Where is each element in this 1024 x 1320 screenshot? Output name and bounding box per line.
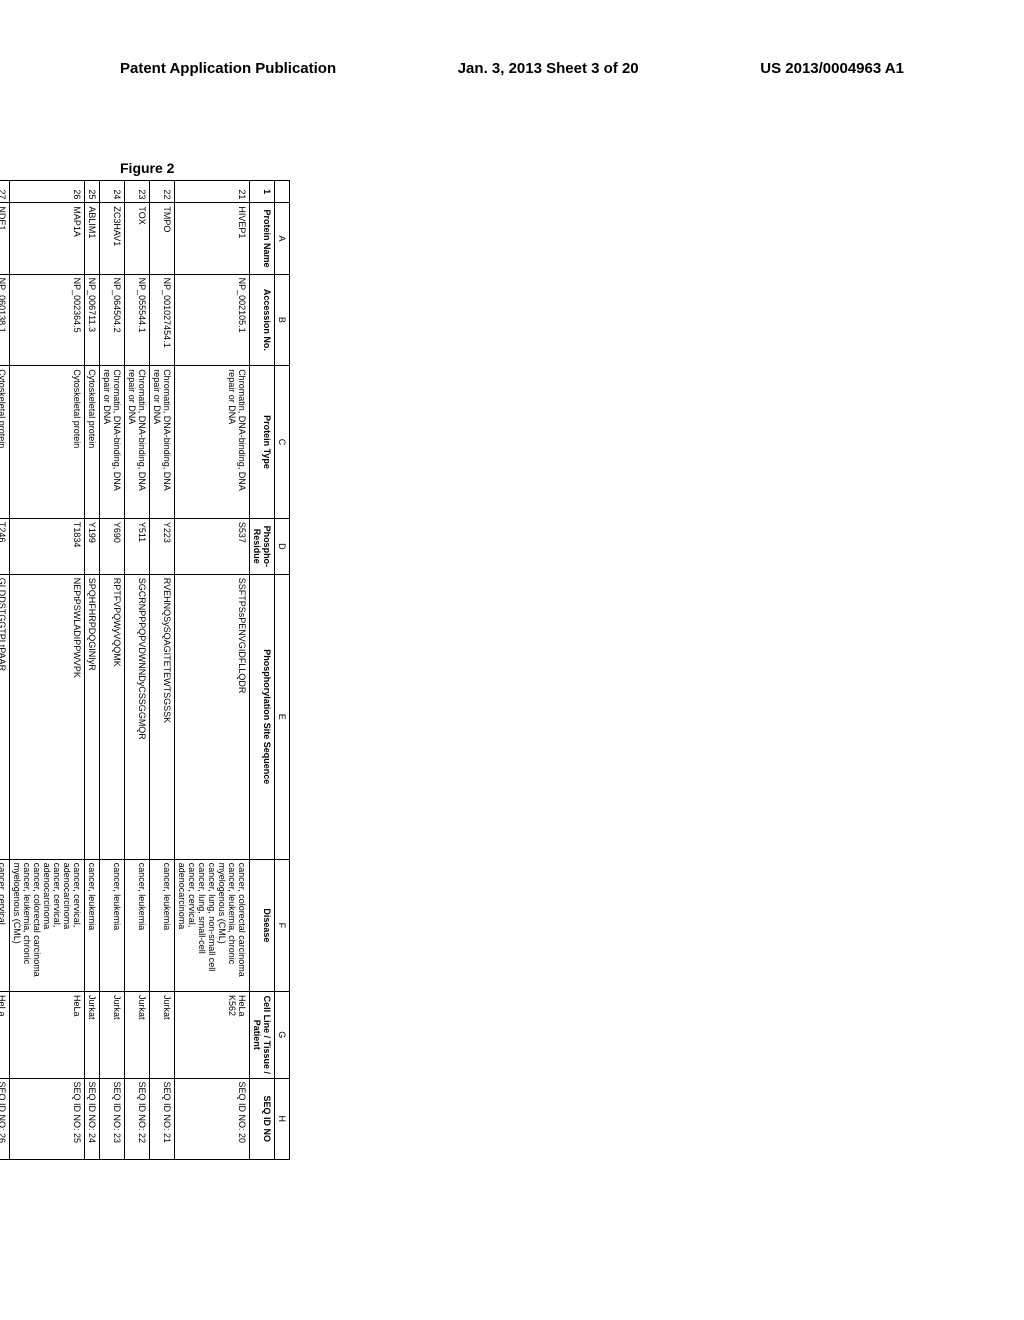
table-cell: Y223 — [150, 518, 175, 574]
table-cell: TOX — [125, 203, 150, 274]
table-cell: SEQ ID NO: 25 — [10, 1078, 85, 1159]
table-cell: Jurkat — [125, 992, 150, 1079]
column-letter-row: A B C D E F G H — [275, 181, 290, 1160]
table-cell: NEPtPSWLADIPPWVPK — [10, 574, 85, 859]
header-right: US 2013/0004963 A1 — [760, 60, 904, 77]
table-row: 27NDE1NP_060138.1Cytoskeletal proteinT24… — [0, 181, 10, 1160]
page-header: Patent Application Publication Jan. 3, 2… — [0, 0, 1024, 87]
table-cell: 21 — [175, 181, 250, 203]
table-cell: cancer, cervical, adenocarcinoma — [0, 859, 10, 991]
table-cell: 24 — [100, 181, 125, 203]
table-cell: 22 — [150, 181, 175, 203]
table-cell: SSFTPSsPENVGIDFLLQDR — [175, 574, 250, 859]
header-cell: Protein Type — [250, 366, 275, 519]
col-letter: G — [275, 992, 290, 1079]
header-left: Patent Application Publication — [120, 60, 336, 77]
table-cell: cancer, colorectal carcinoma cancer, leu… — [175, 859, 250, 991]
table-cell: ZC3HAV1 — [100, 203, 125, 274]
table-cell: SGCRNPPPQPVDWNNDyCSSGGMQR — [125, 574, 150, 859]
header-cell: Accession No. — [250, 274, 275, 366]
table-cell: NP_001027454.1 — [150, 274, 175, 366]
table-row: 24ZC3HAV1NP_064504.2Chromatin, DNA-bindi… — [100, 181, 125, 1160]
table-cell: SEQ ID NO: 26 — [0, 1078, 10, 1159]
table-cell: NDE1 — [0, 203, 10, 274]
table-cell: cancer, leukemia — [150, 859, 175, 991]
table-row: 23TOXNP_055544.1Chromatin, DNA-binding, … — [125, 181, 150, 1160]
figure-label: Figure 2 — [120, 160, 174, 176]
table-cell: SEQ ID NO: 22 — [125, 1078, 150, 1159]
table-cell: cancer, leukemia — [125, 859, 150, 991]
table-cell: SPQHFHRPDQGINIyR — [85, 574, 100, 859]
table-cell: T1834 — [10, 518, 85, 574]
table-cell: NP_002105.1 — [175, 274, 250, 366]
table-cell: NP_055544.1 — [125, 274, 150, 366]
table-cell: Chromatin, DNA-binding, DNA repair or DN… — [150, 366, 175, 519]
table-cell: SEQ ID NO: 21 — [150, 1078, 175, 1159]
table-cell: cancer, cervical, adenocarcinoma cancer,… — [10, 859, 85, 991]
table-cell: 27 — [0, 181, 10, 203]
table-cell: S537 — [175, 518, 250, 574]
table-cell: NP_006711.3 — [85, 274, 100, 366]
table-cell: 26 — [10, 181, 85, 203]
header-cell: Phospho-Residue — [250, 518, 275, 574]
header-cell: SEQ ID NO — [250, 1078, 275, 1159]
col-letter: B — [275, 274, 290, 366]
table-cell: RVEHNQSySQAGITETEWTSGSSK — [150, 574, 175, 859]
table-cell: TMPO — [150, 203, 175, 274]
table-cell: SEQ ID NO: 23 — [100, 1078, 125, 1159]
table-cell: Jurkat — [150, 992, 175, 1079]
header-cell: Disease — [250, 859, 275, 991]
table-cell: ABLIM1 — [85, 203, 100, 274]
header-cell: Protein Name — [250, 203, 275, 274]
table-cell: cancer, leukemia — [100, 859, 125, 991]
table-cell: SEQ ID NO: 24 — [85, 1078, 100, 1159]
col-letter: E — [275, 574, 290, 859]
table-cell: MAP1A — [10, 203, 85, 274]
table-row: 25ABLIM1NP_006711.3Cytoskeletal proteinY… — [85, 181, 100, 1160]
header-cell: Cell Line / Tissue / Patient — [250, 992, 275, 1079]
table-row: 26MAP1ANP_002364.5Cytoskeletal proteinT1… — [10, 181, 85, 1160]
table-cell: Chromatin, DNA-binding, DNA repair or DN… — [125, 366, 150, 519]
table-cell: Cytoskeletal protein — [85, 366, 100, 519]
col-letter: D — [275, 518, 290, 574]
header-cell: 1 — [250, 181, 275, 203]
table-cell: HeLa K562 — [175, 992, 250, 1079]
col-letter: H — [275, 1078, 290, 1159]
table-cell: Jurkat — [85, 992, 100, 1079]
table-cell: Jurkat — [100, 992, 125, 1079]
header-row: 1 Protein Name Accession No. Protein Typ… — [250, 181, 275, 1160]
table-cell: Y511 — [125, 518, 150, 574]
col-letter: A — [275, 203, 290, 274]
col-letter: C — [275, 366, 290, 519]
table-cell: 23 — [125, 181, 150, 203]
table-body: 21HIVEP1NP_002105.1Chromatin, DNA-bindin… — [0, 181, 250, 1160]
col-letter — [275, 181, 290, 203]
table-cell: T246 — [0, 518, 10, 574]
table-cell: Chromatin, DNA-binding, DNA repair or DN… — [100, 366, 125, 519]
table-cell: Y690 — [100, 518, 125, 574]
table-cell: Chromatin, DNA-binding, DNA repair or DN… — [175, 366, 250, 519]
table-cell: NP_002364.5 — [10, 274, 85, 366]
table-cell: SEQ ID NO: 20 — [175, 1078, 250, 1159]
table-cell: Cytoskeletal protein — [10, 366, 85, 519]
table-cell: Y199 — [85, 518, 100, 574]
table-cell: RPTFVPQWyVQQMK — [100, 574, 125, 859]
header-cell: Phosphorylation Site Sequence — [250, 574, 275, 859]
table-row: 22TMPONP_001027454.1Chromatin, DNA-bindi… — [150, 181, 175, 1160]
header-center: Jan. 3, 2013 Sheet 3 of 20 — [458, 60, 639, 77]
table-cell: HeLa K562 — [0, 992, 10, 1079]
table-cell: HeLa — [10, 992, 85, 1079]
table-container: A B C D E F G H 1 Protein Name Accession… — [0, 180, 290, 1160]
table-cell: GLDDSTGGTPLtPAAR — [0, 574, 10, 859]
col-letter: F — [275, 859, 290, 991]
data-table: A B C D E F G H 1 Protein Name Accession… — [0, 180, 290, 1160]
table-cell: 25 — [85, 181, 100, 203]
table-row: 21HIVEP1NP_002105.1Chromatin, DNA-bindin… — [175, 181, 250, 1160]
table-cell: HIVEP1 — [175, 203, 250, 274]
table-cell: Cytoskeletal protein — [0, 366, 10, 519]
table-cell: NP_060138.1 — [0, 274, 10, 366]
table-cell: NP_064504.2 — [100, 274, 125, 366]
table-cell: cancer, leukemia — [85, 859, 100, 991]
